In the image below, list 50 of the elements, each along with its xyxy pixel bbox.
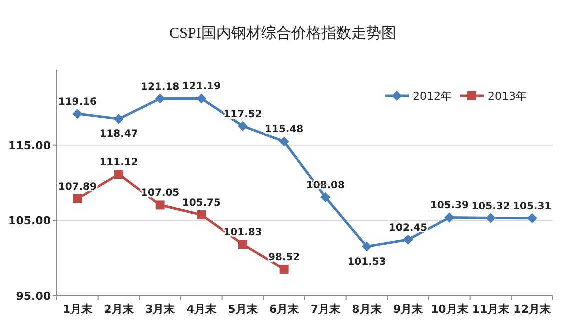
data-label: 101.53 (348, 256, 386, 268)
point (486, 213, 496, 224)
point (238, 121, 248, 132)
legend-label: 2012年 (413, 90, 452, 103)
point (362, 242, 372, 252)
data-label: 118.47 (100, 129, 138, 140)
point (156, 200, 165, 210)
y-tick-label: 95.00 (16, 290, 52, 303)
data-label: 119.16 (58, 96, 97, 108)
point (155, 94, 166, 104)
point (197, 210, 206, 220)
point (527, 213, 538, 224)
x-tick-label: 3月末 (146, 303, 176, 316)
x-tick-label: 4月末 (186, 303, 218, 316)
x-tick-label: 12月末 (514, 303, 552, 316)
point (196, 94, 207, 104)
point (320, 192, 331, 202)
chart-title: CSPI国内钢材综合价格指数走势图 (170, 25, 396, 42)
x-tick-label: 11月末 (472, 303, 511, 316)
x-tick-label: 5月末 (228, 303, 259, 316)
point (73, 194, 82, 204)
data-label: 105.31 (513, 201, 552, 212)
x-tick-label: 9月末 (394, 303, 424, 316)
point (114, 114, 124, 124)
y-tick-label: 105.00 (8, 214, 52, 228)
point (444, 212, 455, 223)
data-label: 115.48 (265, 124, 304, 136)
data-label: 98.52 (268, 252, 300, 264)
x-tick-label: 8月末 (352, 303, 383, 316)
x-tick-label: 10月末 (431, 303, 470, 316)
x-tick-label: 7月末 (310, 303, 342, 316)
data-label: 111.12 (100, 158, 138, 169)
point (279, 136, 290, 147)
point (72, 108, 83, 119)
point (280, 264, 289, 274)
point (114, 170, 124, 180)
data-label: 121.19 (182, 82, 221, 93)
x-tick-label: 6月末 (270, 303, 300, 316)
x-tick-label: 1月末 (62, 303, 94, 316)
data-label: 102.45 (389, 222, 428, 234)
data-label: 105.39 (430, 200, 469, 212)
legend-label: 2013年 (488, 90, 527, 103)
data-label: 105.32 (472, 201, 510, 212)
point (403, 234, 414, 245)
data-label: 121.18 (141, 82, 180, 93)
x-tick-label: 2月末 (104, 303, 135, 316)
data-label: 105.75 (182, 198, 221, 210)
data-label: 107.89 (58, 182, 97, 193)
y-tick-label: 115.00 (8, 139, 52, 152)
point (238, 240, 248, 250)
